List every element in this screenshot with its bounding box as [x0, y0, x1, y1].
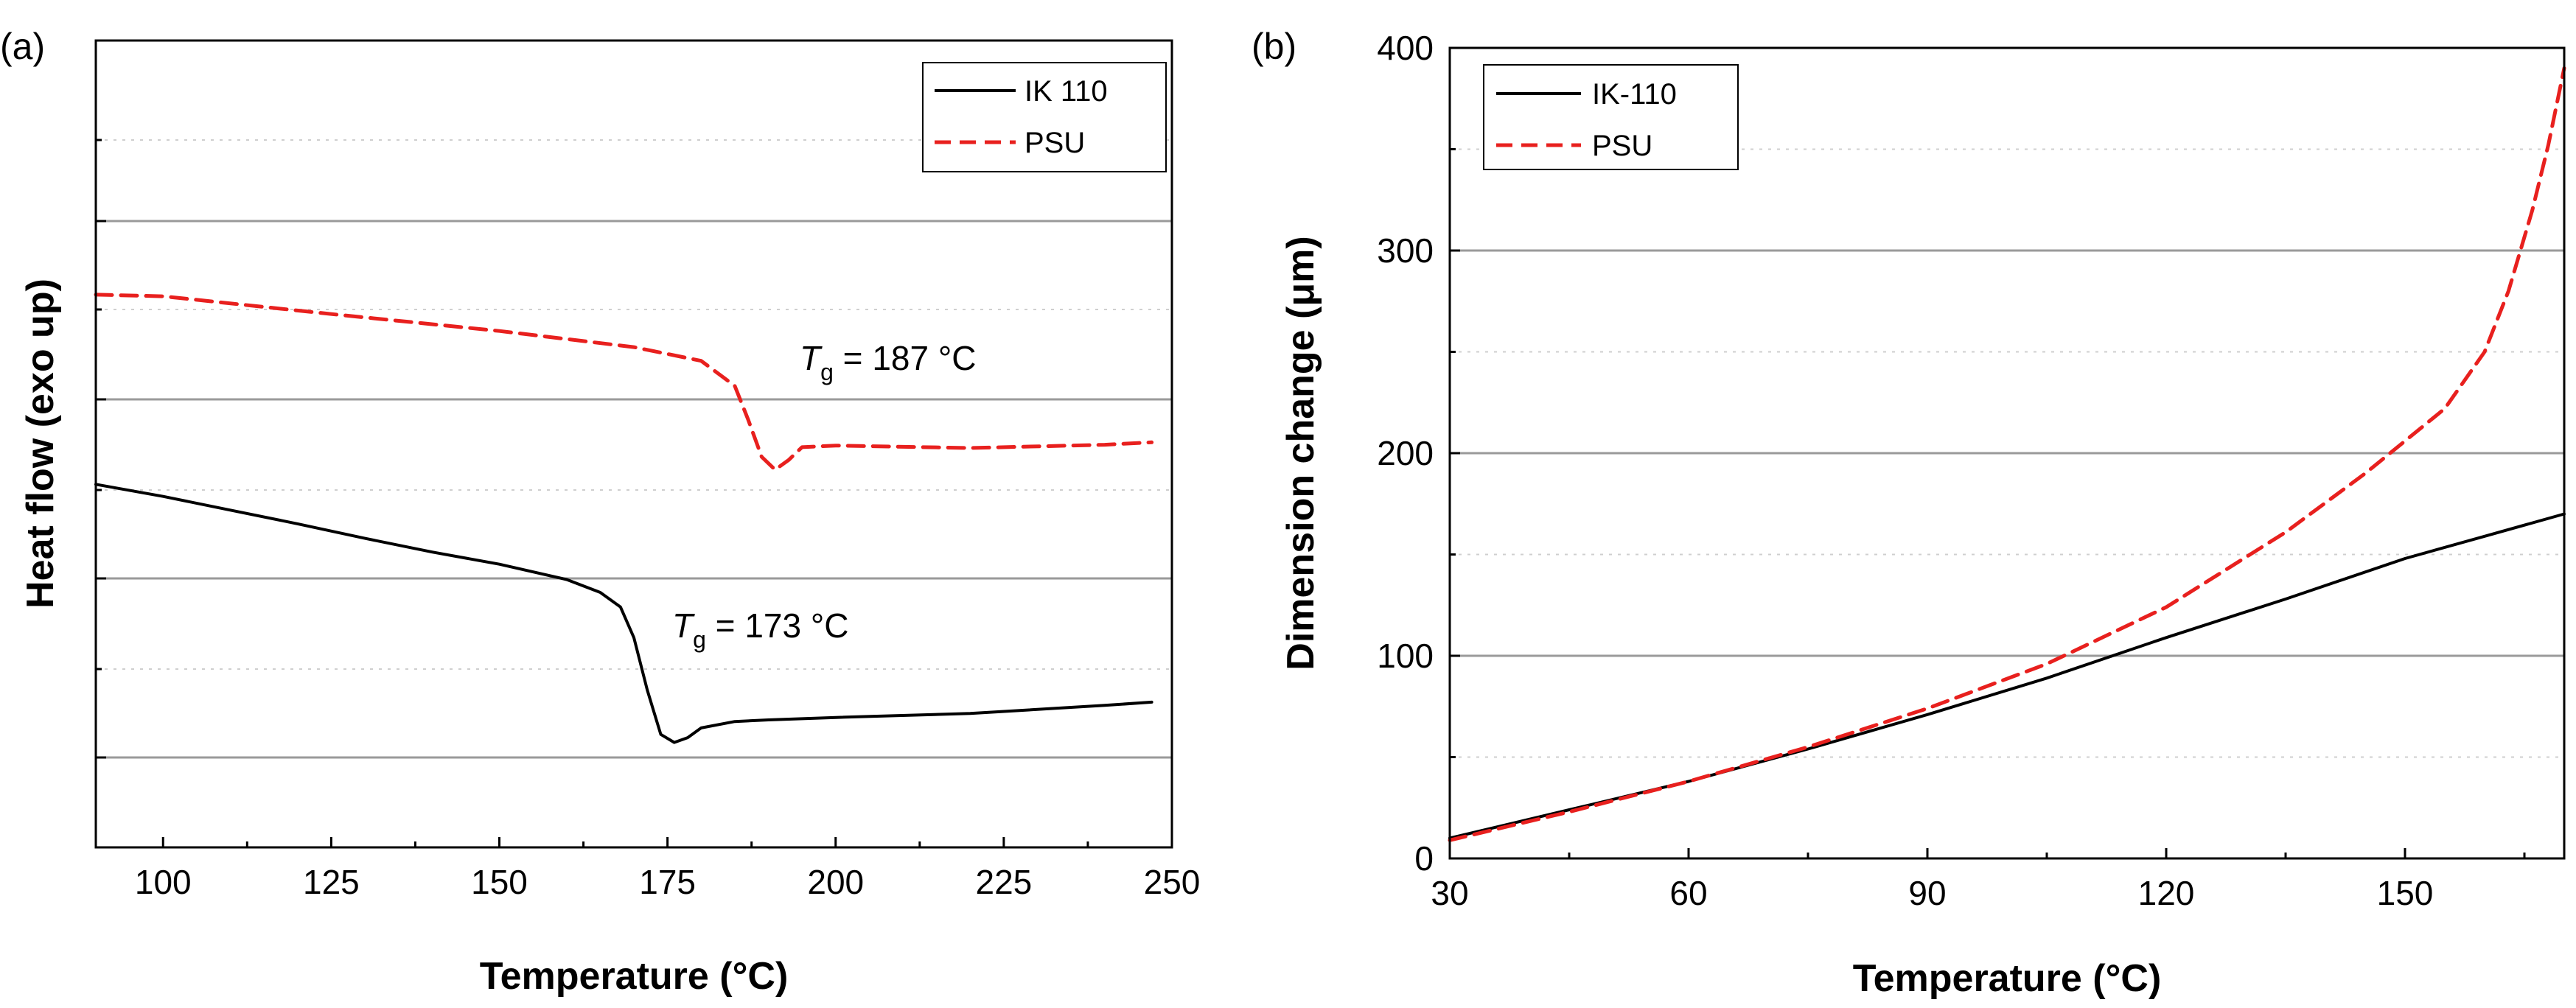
- panel-a-legend: IK 110 PSU: [922, 62, 1167, 172]
- panel-b-y-axis-title: Dimension change (μm): [1280, 236, 1322, 670]
- panel-a-annotation-psu-tg-symbol: T: [800, 339, 823, 377]
- panel-a-x-tick-label: 100: [135, 863, 192, 901]
- panel-a-x-tick-labels: 100 125 150 175 200 225 250: [135, 863, 1201, 901]
- panel-b-y-tick-label: 0: [1414, 839, 1434, 878]
- panel-a-annotation-ik110-tg-symbol: T: [672, 606, 695, 645]
- panel-a-annotation-ik110-tg-subscript: g: [693, 626, 706, 653]
- panel-a-x-axis-title: Temperature (°C): [480, 955, 789, 998]
- panel-b-ticks: [1448, 46, 2526, 860]
- panel-a-y-axis-title: Heat flow (exo up): [19, 279, 62, 609]
- panel-a-plot-frame: [94, 39, 1173, 849]
- panel-a-series-psu-line: [94, 293, 1154, 472]
- panel-b-y-tick-label: 200: [1377, 434, 1434, 472]
- panel-b-y-tick-label: 400: [1377, 29, 1434, 67]
- panel-b-series-ik110-line: [1448, 512, 2566, 840]
- panel-a-series: [94, 293, 1154, 744]
- panel-b-series: [1448, 66, 2566, 842]
- panel-a-legend-box: [922, 62, 1167, 172]
- panel-b-series-psu-line: [1448, 66, 2566, 842]
- panel-b-x-tick-label: 120: [2138, 874, 2195, 912]
- panel-a-annotation-psu-tg-value: = 187 °C: [834, 339, 977, 377]
- panel-a-annotation-psu-tg-subscript: g: [820, 359, 834, 385]
- panel-a-annotation-ik110-tg: Tg = 173 °C: [672, 606, 848, 653]
- panel-a-x-tick-label: 125: [303, 863, 360, 901]
- panel-b-dimension-change-chart: (b) 30 60 90 120 150 0 100 200 300 400 Temperatu…: [1252, 26, 2566, 1000]
- panel-a-legend-label-ik110: IK 110: [1025, 75, 1108, 108]
- panel-b-x-tick-labels: 30 60 90 120 150: [1431, 874, 2433, 912]
- panel-a-label: (a): [0, 26, 45, 67]
- panel-a-annotation-psu-tg: Tg = 187 °C: [800, 339, 976, 385]
- panel-b-x-tick-label: 30: [1431, 874, 1468, 912]
- panel-b-grid: [1450, 148, 2564, 758]
- panel-b-x-tick-label: 90: [1908, 874, 1946, 912]
- panel-a-ticks: [96, 39, 1173, 847]
- panel-a-legend-label-psu: PSU: [1025, 127, 1085, 159]
- panel-a-x-tick-label: 225: [976, 863, 1033, 901]
- panel-a-x-tick-label: 250: [1144, 863, 1201, 901]
- panel-a-annotation-ik110-tg-value: = 173 °C: [706, 606, 849, 645]
- panel-b-y-tick-label: 300: [1377, 231, 1434, 270]
- panel-b-legend-label-ik110: IK-110: [1592, 78, 1677, 111]
- panel-b-y-tick-label: 100: [1377, 637, 1434, 675]
- panel-b-legend-box: [1483, 64, 1739, 170]
- panel-b-label: (b): [1252, 26, 1296, 67]
- panel-a-x-tick-label: 150: [471, 863, 528, 901]
- panel-a-x-tick-label: 175: [639, 863, 696, 901]
- panel-b-legend: IK-110 PSU: [1483, 64, 1739, 170]
- panel-b-y-tick-labels: 0 100 200 300 400: [1377, 29, 1434, 878]
- panel-a-x-tick-label: 200: [807, 863, 864, 901]
- panel-a-series-ik110-line: [94, 483, 1153, 744]
- panel-b-x-axis-title: Temperature (°C): [1853, 957, 2162, 1000]
- panel-b-legend-label-psu: PSU: [1592, 130, 1652, 162]
- panel-b-x-tick-label: 60: [1669, 874, 1707, 912]
- panel-b-x-tick-label: 150: [2377, 874, 2434, 912]
- panel-a-heat-flow-chart: (a) 100 125 150 175 200 225 250 Temperature (°…: [0, 26, 1200, 998]
